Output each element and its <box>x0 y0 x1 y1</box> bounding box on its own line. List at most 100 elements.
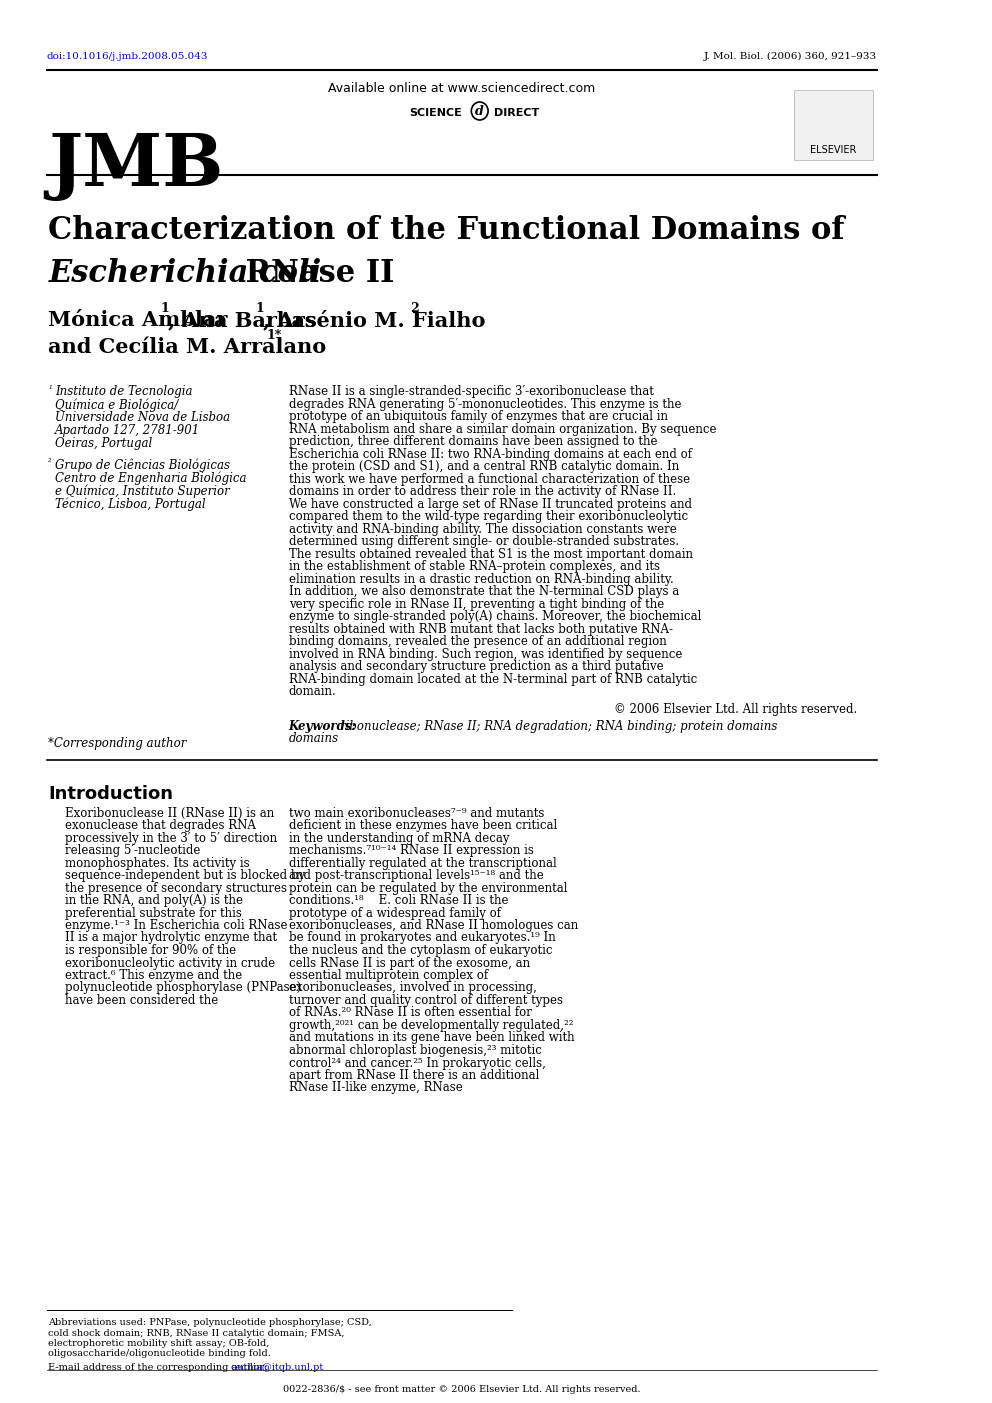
Text: degrades RNA generating 5′-mononucleotides. This enzyme is the: degrades RNA generating 5′-mononucleotid… <box>289 397 682 411</box>
Text: growth,²⁰²¹ can be developmentally regulated,²²: growth,²⁰²¹ can be developmentally regul… <box>289 1019 573 1033</box>
Text: mechanisms.⁷¹⁰⁻¹⁴ RNase II expression is: mechanisms.⁷¹⁰⁻¹⁴ RNase II expression is <box>289 845 534 857</box>
Text: 2: 2 <box>410 302 419 316</box>
Text: domain.: domain. <box>289 685 336 699</box>
Text: is responsible for 90% of the: is responsible for 90% of the <box>65 944 236 957</box>
Text: domains: domains <box>289 732 339 745</box>
Text: cecilia@itqb.unl.pt: cecilia@itqb.unl.pt <box>230 1362 323 1372</box>
Text: *Corresponding author: *Corresponding author <box>49 737 186 749</box>
Text: Universidade Nova de Lisboa: Universidade Nova de Lisboa <box>55 411 230 424</box>
Text: enzyme to single-stranded poly(A) chains. Moreover, the biochemical: enzyme to single-stranded poly(A) chains… <box>289 610 701 623</box>
Text: Abbreviations used: PNPase, polynucleotide phosphorylase; CSD,: Abbreviations used: PNPase, polynucleoti… <box>49 1317 372 1327</box>
Text: E-mail address of the corresponding author:: E-mail address of the corresponding auth… <box>49 1362 268 1372</box>
Text: The results obtained revealed that S1 is the most important domain: The results obtained revealed that S1 is… <box>289 547 692 561</box>
Text: deficient in these enzymes have been critical: deficient in these enzymes have been cri… <box>289 819 557 832</box>
Text: RNase II-like enzyme, RNase: RNase II-like enzyme, RNase <box>289 1082 462 1094</box>
Text: the protein (CSD and S1), and a central RNB catalytic domain. In: the protein (CSD and S1), and a central … <box>289 460 679 473</box>
Text: be found in prokaryotes and eukaryotes.¹⁹ In: be found in prokaryotes and eukaryotes.¹… <box>289 932 556 944</box>
Text: enzyme.¹⁻³ In Escherichia coli RNase: enzyme.¹⁻³ In Escherichia coli RNase <box>65 919 288 932</box>
Text: two main exoribonucleases⁷⁻⁹ and mutants: two main exoribonucleases⁷⁻⁹ and mutants <box>289 807 545 819</box>
Text: Química e Biológica/: Química e Biológica/ <box>55 398 179 411</box>
Text: cells RNase II is part of the exosome, an: cells RNase II is part of the exosome, a… <box>289 957 530 969</box>
Text: Grupo de Ciências Biológicas: Grupo de Ciências Biológicas <box>55 457 230 471</box>
Text: involved in RNA binding. Such region, was identified by sequence: involved in RNA binding. Such region, wa… <box>289 648 682 661</box>
Text: of RNAs.²⁰ RNase II is often essential for: of RNAs.²⁰ RNase II is often essential f… <box>289 1006 532 1020</box>
Text: 1*: 1* <box>267 328 282 342</box>
Text: SCIENCE: SCIENCE <box>410 108 462 118</box>
Text: the presence of secondary structures: the presence of secondary structures <box>65 881 288 895</box>
Text: in the establishment of stable RNA–protein complexes, and its: in the establishment of stable RNA–prote… <box>289 560 660 572</box>
Text: differentially regulated at the transcriptional: differentially regulated at the transcri… <box>289 856 557 870</box>
Text: Oeiras, Portugal: Oeiras, Portugal <box>55 436 152 450</box>
Text: J. Mol. Biol. (2006) 360, 921–933: J. Mol. Biol. (2006) 360, 921–933 <box>704 52 878 62</box>
Text: Mónica Amblar: Mónica Amblar <box>49 310 228 330</box>
Text: and Cecília M. Arralano: and Cecília M. Arralano <box>49 337 326 356</box>
Text: © 2006 Elsevier Ltd. All rights reserved.: © 2006 Elsevier Ltd. All rights reserved… <box>614 703 857 716</box>
Text: JMB: JMB <box>49 130 224 201</box>
Text: in the RNA, and poly(A) is the: in the RNA, and poly(A) is the <box>65 894 243 906</box>
Text: Keywords:: Keywords: <box>289 720 357 732</box>
Text: domains in order to address their role in the activity of RNase II.: domains in order to address their role i… <box>289 485 676 498</box>
Text: prototype of an ubiquitous family of enzymes that are crucial in: prototype of an ubiquitous family of enz… <box>289 410 668 422</box>
Text: determined using different single- or double-stranded substrates.: determined using different single- or do… <box>289 535 679 549</box>
Text: DIRECT: DIRECT <box>494 108 539 118</box>
Text: and post-transcriptional levels¹⁵⁻¹⁸ and the: and post-transcriptional levels¹⁵⁻¹⁸ and… <box>289 868 544 882</box>
Text: exoribonucleolytic activity in crude: exoribonucleolytic activity in crude <box>65 957 276 969</box>
Text: compared them to the wild-type regarding their exoribonucleolytic: compared them to the wild-type regarding… <box>289 511 687 523</box>
Text: results obtained with RNB mutant that lacks both putative RNA-: results obtained with RNB mutant that la… <box>289 623 673 636</box>
Text: protein can be regulated by the environmental: protein can be regulated by the environm… <box>289 881 567 895</box>
Text: exoribonucleases, involved in processing,: exoribonucleases, involved in processing… <box>289 982 537 995</box>
Text: e Química, Instituto Superior: e Química, Instituto Superior <box>55 484 230 498</box>
Text: ¹: ¹ <box>49 384 52 394</box>
Text: prototype of a widespread family of: prototype of a widespread family of <box>289 906 501 919</box>
Text: apart from RNase II there is an additional: apart from RNase II there is an addition… <box>289 1069 539 1082</box>
Text: 1: 1 <box>161 302 169 316</box>
Text: sequence-independent but is blocked by: sequence-independent but is blocked by <box>65 868 306 882</box>
Text: RNA-binding domain located at the N-terminal part of RNB catalytic: RNA-binding domain located at the N-term… <box>289 672 697 686</box>
Text: and mutations in its gene have been linked with: and mutations in its gene have been link… <box>289 1031 574 1044</box>
Text: in the understanding of mRNA decay: in the understanding of mRNA decay <box>289 832 509 845</box>
Text: turnover and quality control of different types: turnover and quality control of differen… <box>289 993 562 1007</box>
Text: prediction, three different domains have been assigned to the: prediction, three different domains have… <box>289 435 658 448</box>
Text: Exoribonuclease II (RNase II) is an: Exoribonuclease II (RNase II) is an <box>65 807 275 819</box>
Text: Characterization of the Functional Domains of: Characterization of the Functional Domai… <box>49 215 845 246</box>
Text: ²: ² <box>49 457 52 467</box>
Text: Escherichia coli RNase II: two RNA-binding domains at each end of: Escherichia coli RNase II: two RNA-bindi… <box>289 448 691 460</box>
Text: electrophoretic mobility shift assay; OB-fold,: electrophoretic mobility shift assay; OB… <box>49 1338 270 1348</box>
Text: cold shock domain; RNB, RNase II catalytic domain; FMSA,: cold shock domain; RNB, RNase II catalyt… <box>49 1329 345 1337</box>
Text: Instituto de Tecnologia: Instituto de Tecnologia <box>55 384 192 398</box>
Text: abnormal chloroplast biogenesis,²³ mitotic: abnormal chloroplast biogenesis,²³ mitot… <box>289 1044 542 1056</box>
Text: binding domains, revealed the presence of an additional region: binding domains, revealed the presence o… <box>289 636 667 648</box>
Text: activity and RNA-binding ability. The dissociation constants were: activity and RNA-binding ability. The di… <box>289 522 677 536</box>
Text: Apartado 127, 2781-901: Apartado 127, 2781-901 <box>55 424 200 436</box>
Text: essential multiprotein complex of: essential multiprotein complex of <box>289 969 488 982</box>
Text: , Arsénio M. Fialho: , Arsénio M. Fialho <box>263 310 485 331</box>
FancyBboxPatch shape <box>794 90 873 160</box>
Text: 0022-2836/$ - see front matter © 2006 Elsevier Ltd. All rights reserved.: 0022-2836/$ - see front matter © 2006 El… <box>283 1385 641 1395</box>
Text: monophosphates. Its activity is: monophosphates. Its activity is <box>65 856 250 870</box>
Text: Escherichia coli: Escherichia coli <box>49 258 321 289</box>
Text: 1: 1 <box>255 302 264 316</box>
Text: II is a major hydrolytic enzyme that: II is a major hydrolytic enzyme that <box>65 932 278 944</box>
Text: very specific role in RNase II, preventing a tight binding of the: very specific role in RNase II, preventi… <box>289 598 664 610</box>
Text: In addition, we also demonstrate that the N-terminal CSD plays a: In addition, we also demonstrate that th… <box>289 585 679 598</box>
Text: elimination results in a drastic reduction on RNA-binding ability.: elimination results in a drastic reducti… <box>289 572 674 585</box>
Text: processively in the 3′ to 5′ direction: processively in the 3′ to 5′ direction <box>65 832 278 845</box>
Text: ELSEVIER: ELSEVIER <box>810 145 857 154</box>
Text: conditions.¹⁸    E. coli RNase II is the: conditions.¹⁸ E. coli RNase II is the <box>289 894 508 906</box>
Text: exoribonucleases, and RNase II homologues can: exoribonucleases, and RNase II homologue… <box>289 919 578 932</box>
Text: Centro de Engenharia Biológica: Centro de Engenharia Biológica <box>55 471 246 484</box>
Text: RNase II: RNase II <box>235 258 394 289</box>
Text: this work we have performed a functional characterization of these: this work we have performed a functional… <box>289 473 689 485</box>
Text: have been considered the: have been considered the <box>65 993 218 1007</box>
Text: extract.⁶ This enzyme and the: extract.⁶ This enzyme and the <box>65 969 242 982</box>
Circle shape <box>471 102 488 121</box>
Text: analysis and secondary structure prediction as a third putative: analysis and secondary structure predict… <box>289 659 664 673</box>
Text: exonuclease that degrades RNA: exonuclease that degrades RNA <box>65 819 256 832</box>
Text: d: d <box>475 104 484 118</box>
Text: doi:10.1016/j.jmb.2008.05.043: doi:10.1016/j.jmb.2008.05.043 <box>47 52 208 60</box>
Text: We have constructed a large set of RNase II truncated proteins and: We have constructed a large set of RNase… <box>289 498 691 511</box>
Text: Available online at www.sciencedirect.com: Available online at www.sciencedirect.co… <box>328 81 595 95</box>
Text: preferential substrate for this: preferential substrate for this <box>65 906 242 919</box>
Text: ribonuclease; RNase II; RNA degradation; RNA binding; protein domains: ribonuclease; RNase II; RNA degradation;… <box>340 720 778 732</box>
Text: the nucleus and the cytoplasm of eukaryotic: the nucleus and the cytoplasm of eukaryo… <box>289 944 553 957</box>
